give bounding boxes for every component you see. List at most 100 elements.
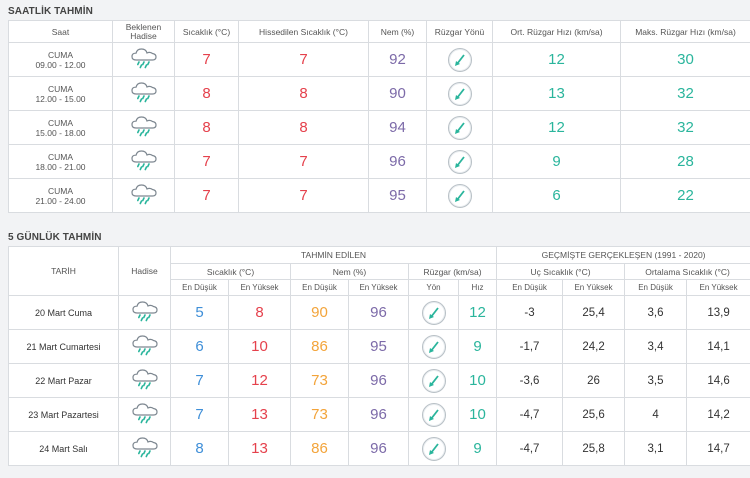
avg-low-value: 3,5 <box>624 363 688 398</box>
extreme-high-value: 26 <box>562 363 626 398</box>
wind-direction-icon <box>447 47 472 72</box>
date-label: 20 Mart Cuma <box>8 295 119 330</box>
humidity-high-value: 96 <box>348 431 409 466</box>
wind-dir-cell <box>408 431 459 466</box>
col-header-event: Hadise <box>118 246 171 296</box>
daily-row: 23 Mart Pazartesi 7 13 73 96 10 -4,7 25,6 4 14,2 <box>8 397 750 432</box>
humidity-high-value: 95 <box>348 329 409 364</box>
temperature-value: 8 <box>174 76 239 111</box>
wind-speed-value: 9 <box>457 431 498 466</box>
cloud-rain-icon <box>129 45 159 74</box>
date-label: 21 Mart Cumartesi <box>8 329 119 364</box>
hum-low-header: En Düşük <box>290 279 349 296</box>
wind-dir-cell <box>426 42 493 77</box>
avg-high-value: 13,9 <box>686 295 750 330</box>
event-cell <box>112 144 175 179</box>
hum-high-header: En Yüksek <box>348 279 409 296</box>
wind-direction-icon <box>421 402 446 427</box>
hourly-row: CUMA 21.00 - 24.00 7 7 95 6 22 <box>8 178 750 213</box>
avg-high-value: 14,2 <box>686 397 750 432</box>
cloud-rain-icon <box>130 298 160 327</box>
cloud-rain-icon <box>130 366 160 395</box>
hourly-forecast-table: Saat Beklenen Hadise Sıcaklık (°C) Hissed… <box>8 20 750 213</box>
temp-low-value: 5 <box>170 295 229 330</box>
hourly-row: CUMA 18.00 - 21.00 7 7 96 9 28 <box>8 144 750 179</box>
event-cell <box>112 178 175 213</box>
wind-dir-cell <box>426 178 493 213</box>
humidity-value: 95 <box>368 178 427 213</box>
humidity-value: 92 <box>368 42 427 77</box>
event-cell <box>118 431 171 466</box>
day-label: CUMA <box>47 151 74 162</box>
avg-low-header: En Düşük <box>624 279 688 296</box>
wind-direction-icon <box>421 334 446 359</box>
event-cell <box>112 76 175 111</box>
day-label: CUMA <box>47 117 74 128</box>
col-header-max-wind: Maks. Rüzgar Hızı (km/sa) <box>620 20 750 43</box>
avg-low-value: 4 <box>624 397 688 432</box>
extreme-low-value: -1,7 <box>496 329 564 364</box>
wind-dir-header: Yön <box>408 279 459 296</box>
humidity-low-value: 86 <box>290 329 349 364</box>
temp-high-header: En Yüksek <box>228 279 291 296</box>
temp-low-value: 8 <box>170 431 229 466</box>
avg-wind-value: 9 <box>492 144 621 179</box>
date-label: 22 Mart Pazar <box>8 363 119 398</box>
max-wind-value: 28 <box>620 144 750 179</box>
day-label: CUMA <box>47 185 74 196</box>
wind-speed-value: 12 <box>457 295 498 330</box>
humidity-low-value: 73 <box>290 397 349 432</box>
event-cell <box>118 329 171 364</box>
wind-direction-icon <box>447 115 472 140</box>
wind-dir-cell <box>426 76 493 111</box>
temp-high-value: 13 <box>228 431 291 466</box>
humidity-high-value: 96 <box>348 363 409 398</box>
event-cell <box>112 110 175 145</box>
temperature-value: 8 <box>174 110 239 145</box>
avg-low-value: 3,6 <box>624 295 688 330</box>
avg-high-value: 14,1 <box>686 329 750 364</box>
day-label: CUMA <box>47 83 74 94</box>
daily-row: 21 Mart Cumartesi 6 10 86 95 9 -1,7 24,2 3,4 14,1 <box>8 329 750 364</box>
temperature-value: 7 <box>174 178 239 213</box>
cloud-rain-icon <box>129 147 159 176</box>
extreme-low-value: -4,7 <box>496 431 564 466</box>
time-range: 15.00 - 18.00 <box>35 127 86 138</box>
extreme-high-value: 24,2 <box>562 329 626 364</box>
temp-high-value: 12 <box>228 363 291 398</box>
col-header-date: TARİH <box>8 246 119 296</box>
extreme-high-value: 25,8 <box>562 431 626 466</box>
temp-low-value: 7 <box>170 363 229 398</box>
feels-like-value: 7 <box>238 178 369 213</box>
temp-high-value: 8 <box>228 295 291 330</box>
humidity-value: 96 <box>368 144 427 179</box>
time-range: 21.00 - 24.00 <box>35 195 86 206</box>
avg-low-value: 3,4 <box>624 329 688 364</box>
col-header-time: Saat <box>8 20 113 43</box>
humidity-value: 90 <box>368 76 427 111</box>
extreme-low-value: -4,7 <box>496 397 564 432</box>
hourly-row: CUMA 09.00 - 12.00 7 7 92 12 30 <box>8 42 750 77</box>
col-header-wind-dir: Rüzgar Yönü <box>426 20 493 43</box>
event-cell <box>118 363 171 398</box>
col-header-feels: Hissedilen Sıcaklık (°C) <box>238 20 369 43</box>
avg-wind-value: 13 <box>492 76 621 111</box>
event-cell <box>118 295 171 330</box>
temp-high-value: 13 <box>228 397 291 432</box>
day-label: CUMA <box>47 49 74 60</box>
wind-speed-header: Hız <box>457 279 498 296</box>
wind-direction-icon <box>447 183 472 208</box>
daily-forecast-table: TARİH Hadise TAHMİN EDİLEN GEÇMİŞTE GERÇ… <box>8 246 750 466</box>
temp-high-value: 10 <box>228 329 291 364</box>
wind-direction-icon <box>421 436 446 461</box>
humidity-value: 94 <box>368 110 427 145</box>
cloud-rain-icon <box>129 113 159 142</box>
feels-like-value: 8 <box>238 76 369 111</box>
avg-low-value: 3,1 <box>624 431 688 466</box>
daily-row: 22 Mart Pazar 7 12 73 96 10 -3,6 26 3,5 14,6 <box>8 363 750 398</box>
col-header-event: Beklenen Hadise <box>112 20 175 43</box>
feels-like-value: 7 <box>238 144 369 179</box>
event-cell <box>112 42 175 77</box>
wind-direction-icon <box>447 149 472 174</box>
daily-section-title: 5 GÜNLÜK TAHMİN <box>8 232 102 243</box>
